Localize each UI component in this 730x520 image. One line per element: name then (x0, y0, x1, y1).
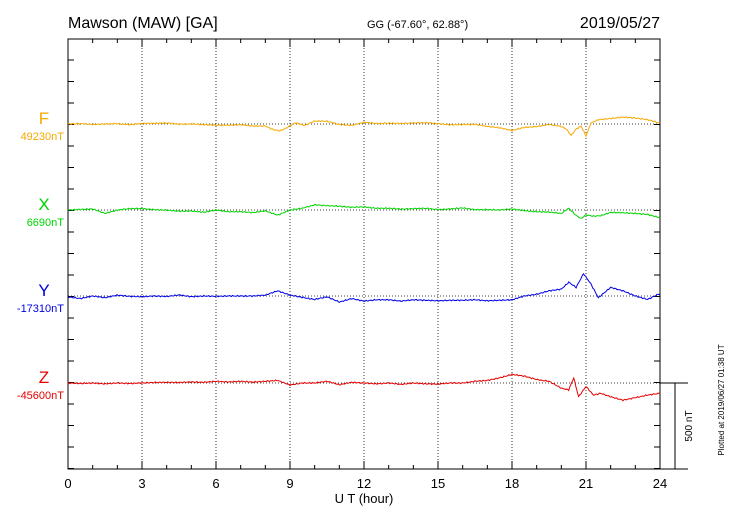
x-tick-label-3: 3 (138, 476, 145, 491)
x-tick-label-12: 12 (357, 476, 371, 491)
trace-F (67, 116, 661, 138)
station-title: Mawson (MAW) [GA] (68, 15, 218, 32)
plot-frame (67, 38, 661, 470)
baseline-value-X: 6690nT (27, 217, 65, 229)
scale-bar-label: 500 nT (684, 410, 695, 441)
x-tick-labels: 0 3 6 9 12 15 18 21 24 (64, 476, 667, 491)
x-tick-label-21: 21 (579, 476, 593, 491)
date-label: 2019/05/27 (580, 15, 660, 32)
x-tick-label-6: 6 (212, 476, 219, 491)
coordinates-label: GG (-67.60°, 62.88°) (367, 19, 468, 31)
series-name-F: F (39, 109, 49, 128)
series-name-Z: Z (39, 368, 49, 387)
scale-bar (660, 382, 688, 470)
vertical-gridlines (141, 39, 587, 469)
series-labels: F 49230nT X 6690nT Y -17310nT Z -45600nT (17, 109, 64, 402)
baseline-value-F: 49230nT (21, 131, 65, 143)
trace-Y (67, 272, 661, 303)
baseline-value-Z: -45600nT (17, 390, 64, 402)
axis-ticks (67, 39, 661, 469)
x-tick-label-18: 18 (505, 476, 519, 491)
x-tick-label-9: 9 (286, 476, 293, 491)
plotted-timestamp: Plotted at 2019/06/27 01:38 UT (717, 344, 726, 455)
x-tick-label-0: 0 (64, 476, 71, 491)
series-name-Y: Y (38, 281, 49, 300)
series-traces (67, 116, 661, 402)
trace-Z (67, 373, 660, 402)
baseline-value-Y: -17310nT (17, 303, 64, 315)
x-axis-label: U T (hour) (335, 491, 394, 506)
trace-X (67, 203, 661, 219)
x-tick-label-24: 24 (653, 476, 667, 491)
x-tick-label-15: 15 (431, 476, 445, 491)
series-name-X: X (38, 195, 49, 214)
